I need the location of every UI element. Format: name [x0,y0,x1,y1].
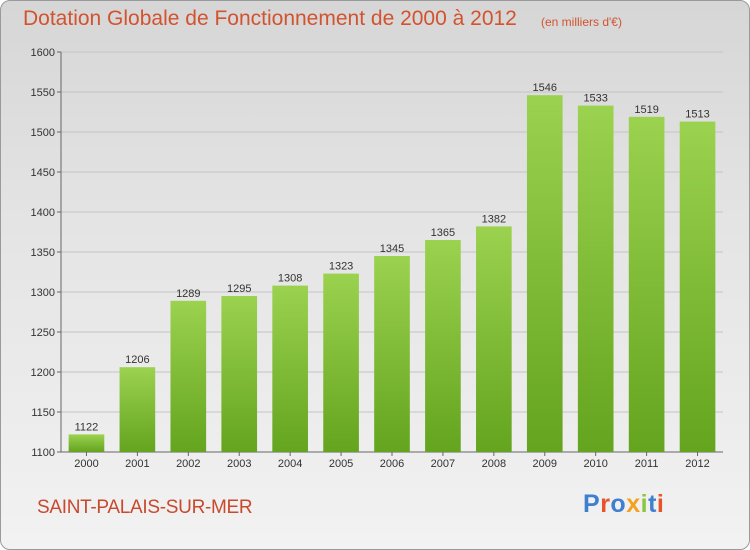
logo-letter: P [583,490,601,518]
data-label: 1365 [431,227,455,239]
bar [526,95,563,452]
x-tick-label: 2004 [278,458,302,470]
data-label: 1382 [482,213,506,225]
bar [272,285,308,452]
x-tick-label: 2006 [380,458,404,470]
y-tick-label: 1250 [31,327,55,339]
data-label: 1345 [380,243,404,255]
y-tick-label: 1600 [31,47,55,59]
bar [425,240,461,452]
x-tick-label: 2008 [482,458,506,470]
y-tick-label: 1400 [31,207,55,219]
y-tick-label: 1150 [31,407,55,419]
logo-letter: o [610,490,627,518]
data-label: 1323 [329,261,353,273]
chart-title: Dotation Globale de Fonctionnement de 20… [23,7,517,30]
bar [577,105,614,452]
x-tick-label: 2000 [74,458,98,470]
x-tick-label: 2001 [125,458,149,470]
y-tick-label: 1450 [31,167,55,179]
y-tick-label: 1500 [31,127,55,139]
x-tick-label: 2012 [685,458,709,470]
x-tick-label: 2007 [431,458,455,470]
data-label: 1122 [75,421,99,433]
data-label: 1533 [583,93,607,105]
logo-letter: i [640,490,649,518]
x-tick-label: 2002 [176,458,200,470]
bar [628,116,665,453]
y-tick-label: 1200 [31,367,55,379]
data-label: 1513 [685,109,709,121]
bar [68,434,105,452]
bar [119,367,156,452]
data-label: 1289 [176,288,200,300]
data-label: 1546 [533,82,557,94]
x-tick-label: 2005 [329,458,353,470]
logo-letter: r [600,490,611,518]
data-label: 1295 [227,283,251,295]
x-tick-label: 2003 [227,458,251,470]
y-tick-label: 1350 [31,247,55,259]
bar [170,300,207,452]
bars [68,95,716,453]
data-label: 1308 [278,273,302,285]
labels: 1100 1150 1200 1250 1300 1350 1400 1450 1500 1550… [31,47,710,470]
x-tick-label: 2011 [635,458,659,470]
logo-letter: x [626,490,641,518]
bar [476,226,512,452]
city-name: SAINT-PALAIS-SUR-MER [37,497,253,518]
proxiti-logo: Proxiti [583,490,664,519]
logo-letter: t [648,490,657,518]
x-tick-label: 2009 [533,458,557,470]
bar [323,273,359,452]
y-tick-label: 1550 [31,87,55,99]
chart-subtitle: (en milliers d'€) [541,15,622,29]
y-tick-label: 1100 [31,447,55,459]
logo-letter: i [656,490,665,518]
y-tick-label: 1300 [31,287,55,299]
bar [374,256,410,452]
bar [679,121,716,452]
data-label: 1519 [634,104,658,116]
data-label: 1206 [125,354,149,366]
x-tick-label: 2010 [583,458,607,470]
bar [221,296,258,452]
